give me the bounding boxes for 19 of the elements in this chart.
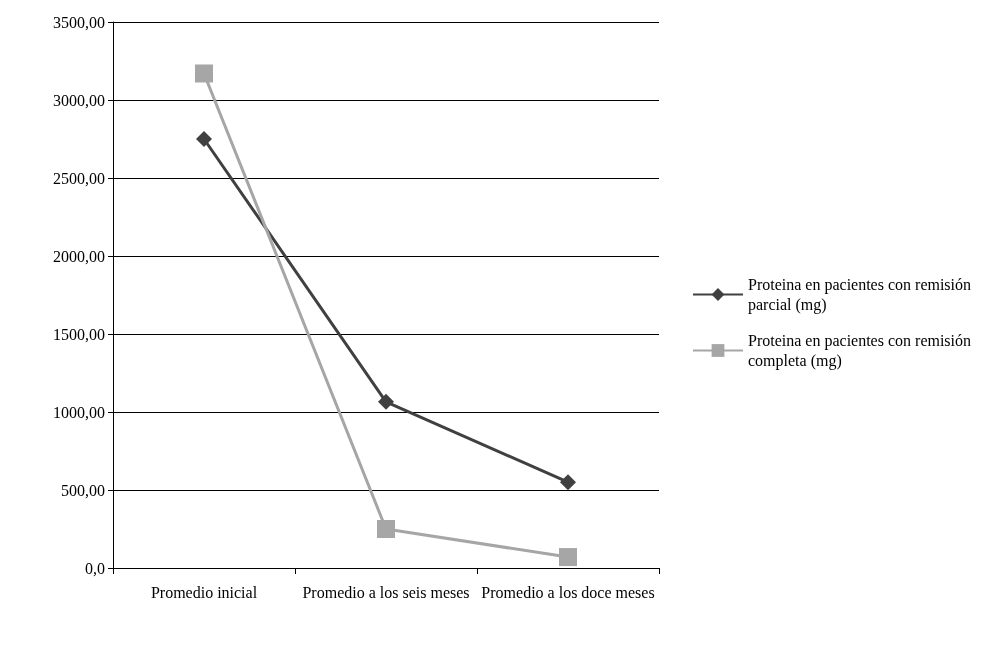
y-tick-label: 500,00 <box>61 481 105 499</box>
legend-label: Proteina en pacientes con remisión parcial (mg) <box>748 276 976 314</box>
point <box>378 393 394 410</box>
y-tick-label: 2000,00 <box>53 247 105 265</box>
y-tick-label: 0,0 <box>85 559 105 577</box>
point <box>559 548 577 567</box>
y-tick-label: 1500,00 <box>53 325 105 343</box>
point <box>377 520 395 538</box>
x-tick-label: Promedio inicial <box>150 583 258 601</box>
point <box>195 64 213 83</box>
y-tick-label: 1000,00 <box>53 403 105 421</box>
point <box>196 131 212 147</box>
point <box>560 474 576 491</box>
legend-label: Proteina en pacientes con remisión completa (mg) <box>748 332 976 370</box>
y-tick-label: 3000,00 <box>53 91 105 109</box>
x-tick-label: Promedio a los seis meses <box>302 583 470 601</box>
y-tick-label: 2500,00 <box>53 169 105 187</box>
x-tick-label: Promedio a los doce meses <box>481 583 655 601</box>
y-tick-label: 3500,00 <box>53 13 105 31</box>
